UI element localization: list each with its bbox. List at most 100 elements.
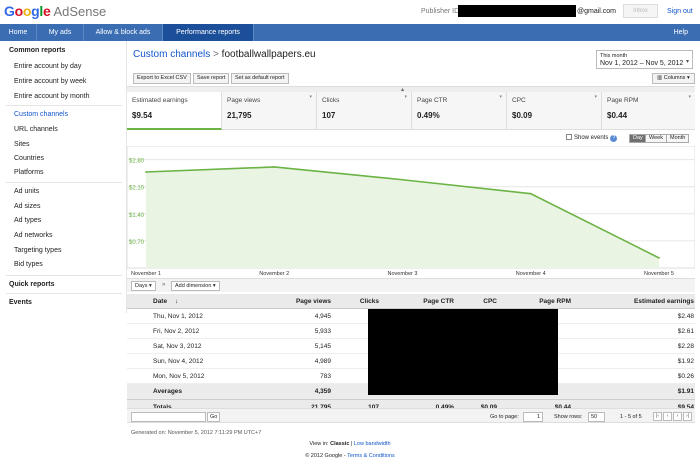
export-csv-button[interactable]: Export to Excel CSV (133, 73, 191, 84)
filter-go-button[interactable]: Go (207, 412, 220, 422)
sidebar-item-countries[interactable]: Countries (14, 155, 44, 162)
sidebar-item-ad-types[interactable]: Ad types (14, 217, 42, 224)
date-range-value: Nov 1, 2012 – Nov 5, 2012 (600, 60, 684, 67)
filter-input[interactable] (131, 412, 206, 422)
inbox-button[interactable]: Inbox (623, 4, 658, 18)
last-page-icon[interactable]: ›| (683, 412, 692, 421)
header-col-clicks[interactable]: Clicks (359, 298, 379, 305)
pager-range: 1 - 5 of 5 (620, 414, 642, 420)
first-page-icon[interactable]: |‹ (653, 412, 662, 421)
chart-y-tick-label: $2.80 (129, 159, 145, 165)
header-col-page-rpm[interactable]: Page RPM (539, 298, 571, 305)
chart-x-tick-label: November 1 (131, 271, 161, 276)
metric-cpc[interactable]: CPC ▾ $0.09 (507, 92, 602, 130)
save-report-button[interactable]: Save report (193, 73, 230, 84)
show-events-toggle[interactable]: Show events? (566, 134, 618, 143)
metric-page-rpm[interactable]: Page RPM ▾ $0.44 (602, 92, 695, 130)
totals-label: Totals (153, 404, 172, 411)
dimension-days-dropdown[interactable]: Days ▾ (131, 281, 156, 291)
header-col-page-views[interactable]: Page views (295, 298, 331, 305)
metric-clicks[interactable]: Clicks ▾ 107 (317, 92, 412, 130)
sidebar-item-platforms[interactable]: Platforms (14, 169, 44, 176)
totals-page-ctr: 0.49% (381, 404, 454, 411)
page-number-input[interactable]: 1 (523, 412, 543, 422)
sidebar-divider (6, 275, 122, 276)
metric-label: CPC (512, 97, 526, 104)
totals-clicks: 107 (327, 404, 379, 411)
sidebar-item-targeting-types[interactable]: Targeting types (14, 247, 62, 254)
sidebar-item-ad-networks[interactable]: Ad networks (14, 232, 53, 239)
publisher-id-label: Publisher ID: (421, 8, 462, 15)
metric-page-views[interactable]: Page views ▾ 21,795 (222, 92, 317, 130)
metric-page-ctr[interactable]: Page CTR ▾ 0.49% (412, 92, 507, 130)
add-dimension-dropdown[interactable]: Add dimension ▾ (171, 281, 220, 291)
header-col-date[interactable]: Date (153, 298, 168, 305)
sidebar-heading-common-reports[interactable]: Common reports (9, 47, 66, 54)
show-rows-label: Show rows: (554, 414, 583, 420)
metric-label: Estimated earnings (132, 97, 188, 104)
nav-help-link[interactable]: Help (673, 29, 688, 36)
header-col-cpc[interactable]: CPC (483, 298, 497, 305)
sidebar-item-custom-channels[interactable]: Custom channels (14, 111, 69, 118)
sidebar-divider (6, 293, 122, 294)
sidebar-divider (6, 105, 122, 106)
totals-estimated-earnings: $9.54 (597, 404, 694, 411)
low-bandwidth-link[interactable]: Low bandwidth (353, 441, 391, 447)
chart-point (145, 171, 147, 173)
nav-tab-allow-block-ads[interactable]: Allow & block ads (84, 24, 163, 41)
chevron-down-icon: ▾ (147, 283, 152, 289)
footer-divider: | (350, 441, 353, 447)
set-default-report-button[interactable]: Set as default report (231, 73, 289, 84)
show-events-checkbox[interactable] (566, 134, 572, 140)
view-in-label: View in: (309, 441, 329, 447)
dimension-days-label: Days (135, 283, 148, 289)
cell-date: Mon, Nov 5, 2012 (153, 373, 205, 380)
sidebar-item-ad-sizes[interactable]: Ad sizes (14, 203, 41, 210)
header-col-page-ctr[interactable]: Page CTR (423, 298, 454, 305)
date-range-picker[interactable]: This month Nov 1, 2012 – Nov 5, 2012 ▾ (596, 50, 693, 69)
collapse-bar[interactable]: ▴ (127, 86, 695, 93)
sidebar-item-url-channels[interactable]: URL channels (14, 126, 58, 133)
cell-page-views: 5,933 (314, 328, 331, 335)
breadcrumb-custom-channels[interactable]: Custom channels (133, 49, 211, 60)
metric-estimated-earnings[interactable]: Estimated earnings $9.54 (127, 92, 222, 130)
cell-estimated-earnings: $2.61 (677, 328, 694, 335)
sidebar-heading-events[interactable]: Events (9, 299, 32, 306)
help-icon[interactable]: ? (610, 135, 618, 142)
chart-point (658, 257, 660, 259)
columns-button[interactable]: ▥ Columns ▾ (652, 73, 695, 84)
earnings-chart: $2.80 $2.10 $1.40 $0.70 November 1 November 2… (127, 146, 695, 276)
nav-tab-home[interactable]: Home (0, 24, 37, 41)
header-col-estimated-earnings[interactable]: Estimated earnings (634, 298, 694, 305)
averages-label: Averages (153, 388, 183, 395)
sidebar-item-sites[interactable]: Sites (14, 141, 30, 148)
cell-estimated-earnings: $2.48 (677, 313, 694, 320)
granularity-month-button[interactable]: Month (666, 134, 690, 143)
cell-page-views: 783 (320, 373, 331, 380)
rows-per-page-select[interactable]: 50 (588, 412, 605, 422)
sidebar-item-entire-week[interactable]: Entire account by week (14, 78, 87, 85)
terms-link[interactable]: Terms & Conditions (347, 453, 395, 459)
sidebar-item-bid-types[interactable]: Bid types (14, 261, 43, 268)
sidebar-item-ad-units[interactable]: Ad units (14, 188, 40, 195)
sidebar-item-entire-month[interactable]: Entire account by month (14, 93, 90, 100)
chart-x-tick-label: November 5 (644, 271, 674, 276)
prev-page-icon[interactable]: ‹ (663, 412, 672, 421)
chart-point (401, 178, 404, 181)
google-adsense-logo[interactable]: Google AdSense (4, 3, 106, 19)
nav-tab-my-ads[interactable]: My ads (37, 24, 84, 41)
table-header: Date Page views Clicks Page CTR CPC Page RPM E… (127, 294, 695, 309)
sidebar-heading-quick-reports[interactable]: Quick reports (9, 281, 55, 288)
metric-value: $0.44 (607, 111, 628, 120)
nav-tab-performance-reports[interactable]: Performance reports (163, 24, 254, 41)
breadcrumb-separator: > (213, 49, 219, 60)
granularity-week-button[interactable]: Week (645, 134, 667, 143)
sidebar: Common reports Entire account by day Ent… (0, 41, 127, 313)
chevron-down-icon: ▾ (309, 94, 312, 100)
sort-desc-icon: ↓ (175, 298, 179, 305)
sign-out-link[interactable]: Sign out (667, 8, 693, 15)
date-range-label: This month (600, 53, 628, 59)
next-page-icon[interactable]: › (673, 412, 682, 421)
sidebar-item-entire-day[interactable]: Entire account by day (14, 63, 82, 70)
publisher-id-redacted (458, 5, 576, 17)
